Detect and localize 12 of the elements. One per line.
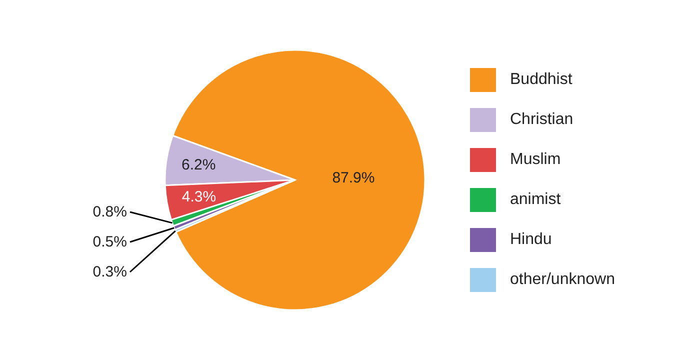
legend-label: Buddhist	[510, 71, 572, 89]
data-label: 87.9%	[332, 170, 375, 187]
data-label: 0.3%	[92, 264, 127, 280]
legend-label: animist	[510, 191, 561, 209]
legend-label: Christian	[510, 111, 574, 129]
legend-label: other/unknown	[510, 271, 615, 289]
data-label: 6.2%	[182, 156, 216, 174]
legend-label: Hindu	[510, 231, 552, 249]
data-label: 0.8%	[92, 204, 127, 220]
legend-label: Muslim	[510, 151, 561, 169]
data-label: 4.3%	[182, 188, 216, 206]
data-label: 0.5%	[92, 234, 127, 250]
